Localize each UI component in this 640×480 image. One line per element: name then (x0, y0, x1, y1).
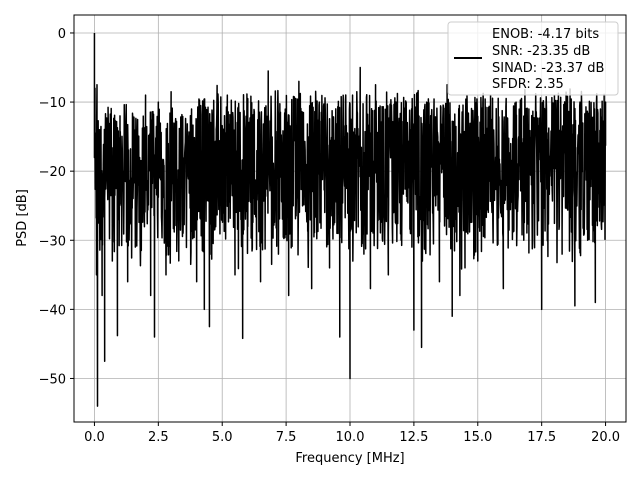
y-tick-label: −10 (39, 96, 66, 111)
x-tick-label: 2.5 (148, 430, 169, 445)
series-layer (93, 32, 607, 407)
y-tick-label: −30 (39, 234, 66, 249)
legend-box (447, 21, 619, 96)
x-tick-label: 7.5 (276, 430, 297, 445)
x-tick-label: 0.0 (84, 430, 105, 445)
y-axis-ticks: 0 −10 −20 −30 −40 −50 (39, 27, 74, 387)
legend: ENOB: -4.17 bits SNR: -23.35 dB SINAD: -… (447, 21, 619, 96)
x-axis-label: Frequency [MHz] (295, 451, 404, 466)
x-tick-label: 10.0 (336, 430, 365, 445)
legend-entry-sinad: SINAD: -23.37 dB (492, 61, 604, 76)
legend-entry-sfdr: SFDR: 2.35 (492, 77, 564, 92)
x-tick-label: 5.0 (212, 430, 233, 445)
y-axis-label: PSD [dB] (15, 189, 30, 247)
x-tick-label: 12.5 (399, 430, 428, 445)
legend-entry-snr: SNR: -23.35 dB (492, 44, 590, 59)
y-tick-label: 0 (58, 27, 66, 42)
psd-series-line (93, 32, 607, 407)
x-tick-label: 17.5 (527, 430, 556, 445)
x-tick-label: 15.0 (463, 430, 492, 445)
x-tick-label: 20.0 (591, 430, 620, 445)
y-tick-label: −40 (39, 303, 66, 318)
legend-entry-enob: ENOB: -4.17 bits (492, 27, 599, 42)
y-tick-label: −20 (39, 165, 66, 180)
y-tick-label: −50 (39, 372, 66, 387)
x-axis-ticks: 0.0 2.5 5.0 7.5 10.0 12.5 15.0 17.5 20.0 (84, 422, 620, 445)
